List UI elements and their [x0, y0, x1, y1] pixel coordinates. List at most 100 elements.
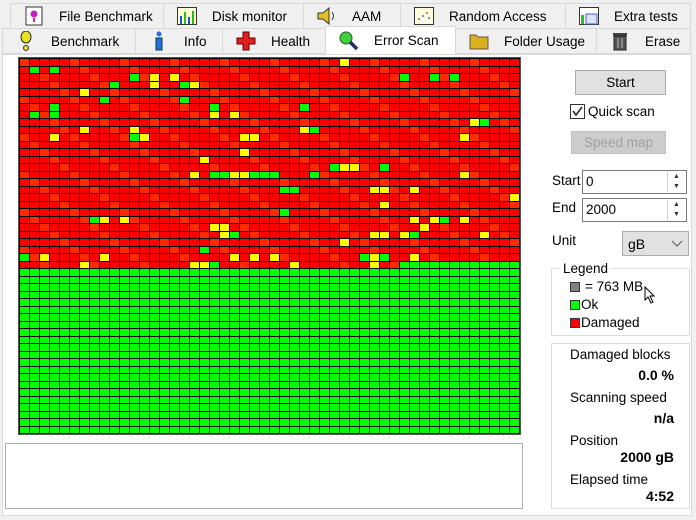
- speed-map-button[interactable]: Speed map: [571, 131, 666, 154]
- block-ok: [450, 404, 459, 411]
- block-yellow: [370, 261, 379, 268]
- block-ok: [420, 381, 429, 388]
- block-damaged: [290, 231, 299, 238]
- block-yellow: [270, 254, 279, 261]
- tab-erase[interactable]: Erase: [596, 28, 691, 54]
- block-damaged: [300, 171, 309, 178]
- block-damaged: [480, 179, 489, 186]
- block-ok: [170, 269, 179, 276]
- block-ok: [140, 314, 149, 321]
- block-ok: [190, 284, 199, 291]
- spin-arrows-icon[interactable]: ▲ ▼: [667, 200, 685, 220]
- block-damaged: [300, 224, 309, 231]
- block-ok: [290, 321, 299, 328]
- block-ok: [160, 314, 169, 321]
- block-damaged: [230, 156, 239, 163]
- end-input[interactable]: [586, 202, 664, 217]
- block-ok: [330, 411, 339, 418]
- block-yellow: [80, 89, 89, 96]
- block-damaged: [80, 96, 89, 103]
- tab-folder-usage[interactable]: Folder Usage: [455, 28, 597, 54]
- block-damaged: [110, 66, 119, 73]
- block-ok: [150, 411, 159, 418]
- block-damaged: [320, 239, 329, 246]
- block-ok: [120, 314, 129, 321]
- block-damaged: [470, 186, 479, 193]
- block-ok: [350, 389, 359, 396]
- block-ok: [190, 381, 199, 388]
- block-damaged: [430, 149, 439, 156]
- quick-scan-checkbox[interactable]: Quick scan: [570, 104, 655, 119]
- tab-label: Error Scan: [374, 33, 439, 48]
- tab-benchmark[interactable]: Benchmark: [2, 28, 136, 54]
- block-ok: [480, 306, 489, 313]
- tab-disk-monitor[interactable]: Disk monitor: [163, 3, 304, 29]
- block-damaged: [190, 194, 199, 201]
- block-ok: [450, 284, 459, 291]
- block-ok: [140, 336, 149, 343]
- block-ok: [70, 426, 79, 433]
- block-ok: [240, 404, 249, 411]
- block-damaged: [30, 156, 39, 163]
- block-ok: [330, 269, 339, 276]
- block-damaged: [420, 156, 429, 163]
- block-ok: [100, 381, 109, 388]
- block-ok: [360, 299, 369, 306]
- block-ok: [350, 291, 359, 298]
- block-damaged: [80, 111, 89, 118]
- block-ok: [480, 119, 489, 126]
- spin-arrows-icon[interactable]: ▲ ▼: [667, 172, 685, 192]
- block-ok: [360, 419, 369, 426]
- block-damaged: [90, 96, 99, 103]
- block-damaged: [180, 216, 189, 223]
- block-damaged: [310, 81, 319, 88]
- start-input[interactable]: [586, 174, 664, 189]
- tab-extra-tests[interactable]: Extra tests: [565, 3, 691, 29]
- block-ok: [420, 329, 429, 336]
- block-ok: [420, 299, 429, 306]
- block-ok: [20, 366, 29, 373]
- block-damaged: [220, 81, 229, 88]
- block-damaged: [20, 209, 29, 216]
- block-ok: [130, 381, 139, 388]
- block-damaged: [500, 134, 509, 141]
- block-damaged: [330, 89, 339, 96]
- tab-error-scan[interactable]: Error Scan: [325, 26, 456, 54]
- tab-info[interactable]: Info: [135, 28, 223, 54]
- start-button[interactable]: Start: [575, 70, 666, 95]
- block-damaged: [360, 81, 369, 88]
- block-ok: [150, 374, 159, 381]
- block-ok: [60, 306, 69, 313]
- block-ok: [340, 314, 349, 321]
- block-damaged: [260, 89, 269, 96]
- block-ok: [180, 351, 189, 358]
- block-damaged: [30, 224, 39, 231]
- block-damaged: [220, 164, 229, 171]
- tab-file-benchmark[interactable]: File Benchmark: [10, 3, 164, 29]
- block-yellow: [130, 126, 139, 133]
- block-damaged: [30, 141, 39, 148]
- start-spinbox[interactable]: ▲▼: [582, 170, 687, 194]
- block-damaged: [70, 254, 79, 261]
- block-ok: [380, 299, 389, 306]
- block-ok: [220, 404, 229, 411]
- block-ok: [240, 419, 249, 426]
- block-damaged: [110, 186, 119, 193]
- block-ok: [410, 291, 419, 298]
- end-spinbox[interactable]: ▲▼: [582, 198, 687, 222]
- unit-dropdown[interactable]: gB: [622, 231, 689, 256]
- block-damaged: [480, 134, 489, 141]
- block-ok: [480, 351, 489, 358]
- block-ok: [270, 359, 279, 366]
- block-damaged: [320, 126, 329, 133]
- block-ok: [320, 366, 329, 373]
- tab-health[interactable]: Health: [222, 28, 326, 54]
- block-damaged: [60, 59, 69, 66]
- block-ok: [460, 269, 469, 276]
- block-ok: [400, 321, 409, 328]
- block-damaged: [90, 59, 99, 66]
- block-ok: [380, 374, 389, 381]
- block-ok: [30, 366, 39, 373]
- block-damaged: [380, 111, 389, 118]
- block-ok: [190, 321, 199, 328]
